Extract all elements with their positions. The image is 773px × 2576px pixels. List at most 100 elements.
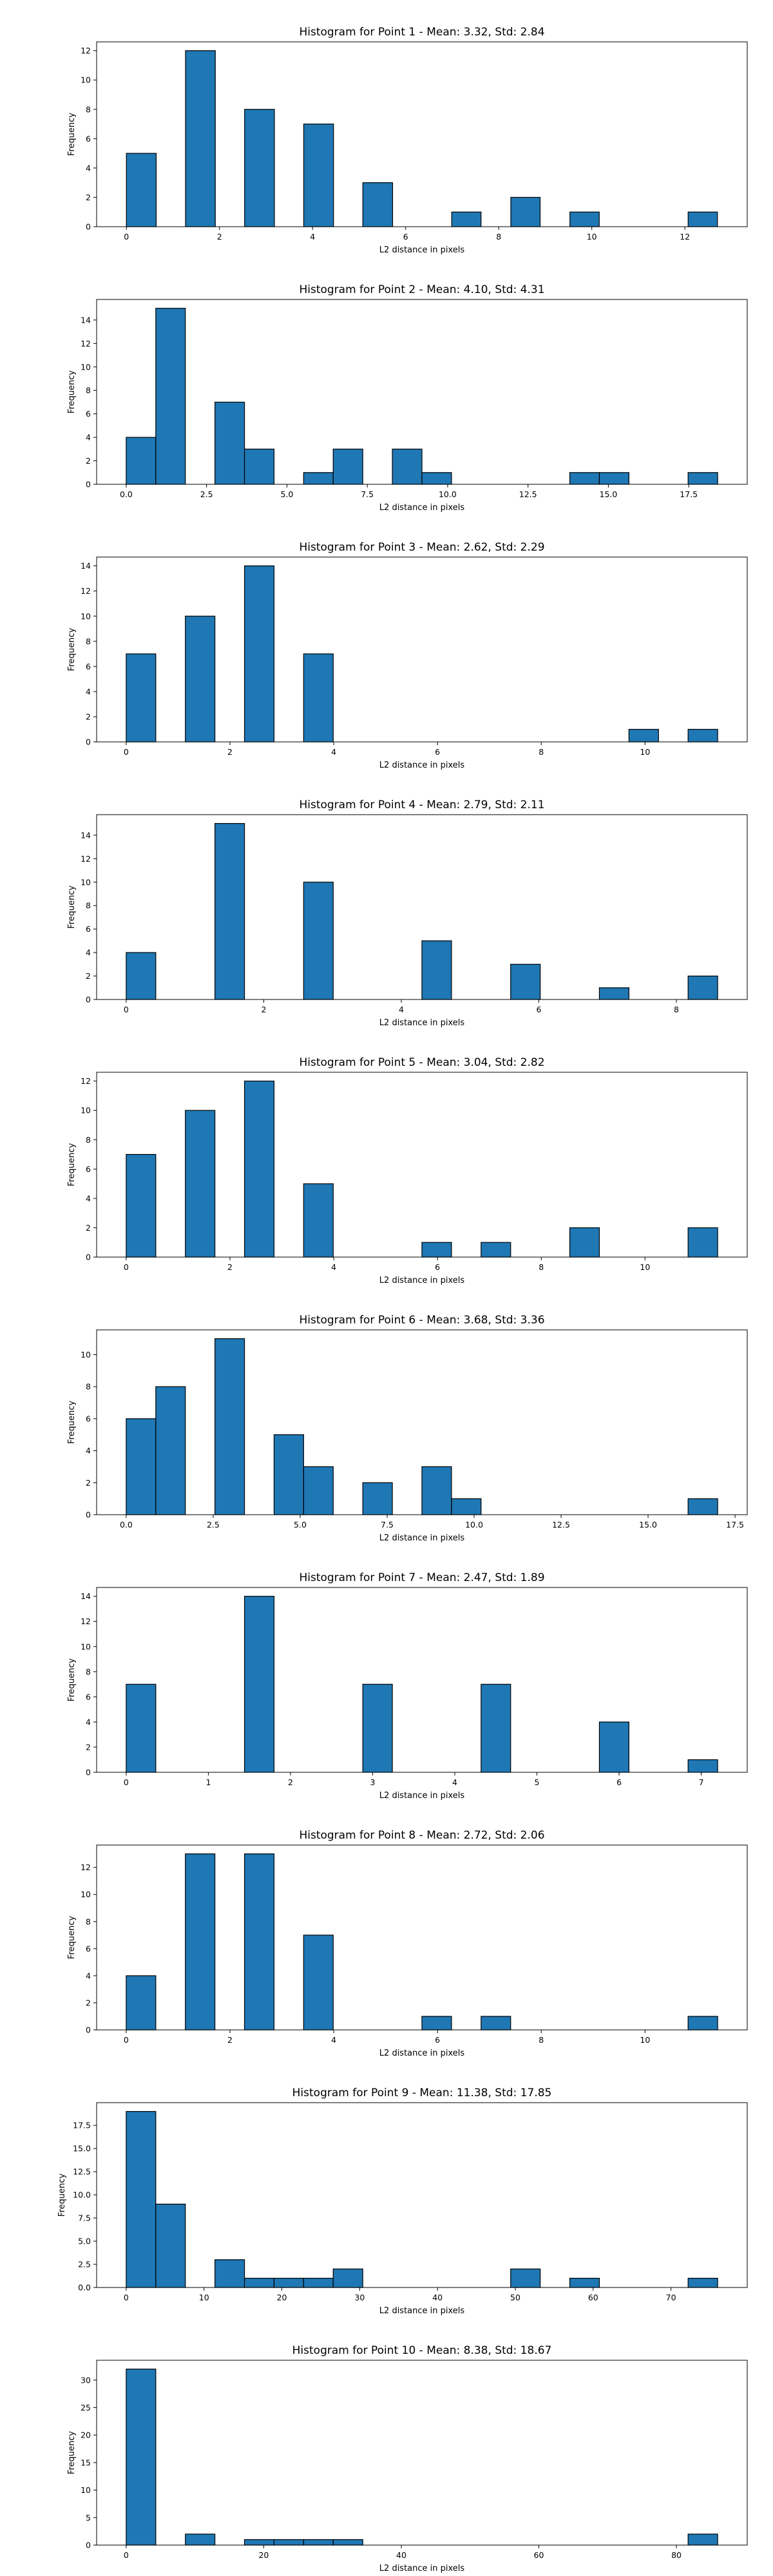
- x-tick-label: 10: [640, 747, 650, 757]
- histogram-bar: [481, 2016, 511, 2031]
- histogram-bar: [303, 653, 334, 743]
- y-tick-label: 12: [81, 1862, 91, 1872]
- histogram-bar: [687, 2278, 718, 2288]
- chart-title: Histogram for Point 9 - Mean: 11.38, Std…: [292, 2087, 552, 2099]
- y-tick-label: 12: [81, 1616, 91, 1626]
- x-tick-label: 20: [277, 2293, 287, 2302]
- y-tick-label: 6: [86, 1944, 91, 1953]
- histogram-chart-1: Histogram for Point 1 - Mean: 3.32, Std:…: [0, 0, 773, 258]
- histogram-bar: [126, 1418, 157, 1515]
- x-tick-label: 4: [399, 1005, 404, 1014]
- histogram-bar: [598, 472, 629, 485]
- y-tick-label: 10: [81, 1350, 91, 1359]
- x-tick-label: 6: [435, 1262, 440, 1272]
- histogram-bar: [569, 2278, 600, 2288]
- y-axis-label: Frequency: [67, 113, 77, 156]
- histogram-bar: [126, 1153, 157, 1258]
- chart-title: Histogram for Point 10 - Mean: 8.38, Std…: [292, 2344, 552, 2357]
- chart-title: Histogram for Point 6 - Mean: 3.68, Std:…: [299, 1314, 544, 1327]
- histogram-chart-10: Histogram for Point 10 - Mean: 8.38, Std…: [0, 2318, 773, 2576]
- y-tick-label: 8: [86, 104, 91, 114]
- chart-title: Histogram for Point 1 - Mean: 3.32, Std:…: [299, 26, 544, 39]
- axes-frame: [96, 1072, 748, 1258]
- x-axis-label: L2 distance in pixels: [379, 1791, 465, 1801]
- y-axis-label: Frequency: [67, 1143, 77, 1186]
- histogram-bar: [392, 448, 423, 485]
- x-axis-label: L2 distance in pixels: [379, 761, 465, 770]
- histogram-bar: [598, 1721, 629, 1773]
- y-tick-label: 8: [86, 636, 91, 646]
- histogram-bar: [126, 153, 157, 227]
- x-tick-label: 10.0: [439, 489, 457, 499]
- y-tick-label: 10: [81, 2485, 91, 2495]
- y-tick-label: 4: [86, 163, 91, 173]
- y-tick-label: 10: [81, 1889, 91, 1899]
- x-tick-label: 0.0: [120, 489, 133, 499]
- histogram-bar: [155, 308, 186, 485]
- x-tick-label: 4: [331, 2035, 336, 2045]
- x-tick-label: 2: [288, 1777, 293, 1787]
- histogram-bar: [510, 963, 541, 1000]
- histogram-bar: [332, 448, 363, 485]
- histogram-bar: [510, 196, 541, 227]
- y-axis-label: Frequency: [67, 2431, 77, 2474]
- x-tick-label: 50: [510, 2293, 520, 2302]
- histogram-bar: [243, 2278, 275, 2288]
- histogram-bar: [185, 616, 216, 743]
- y-tick-label: 10: [81, 75, 91, 85]
- axes-frame: [96, 1587, 748, 1773]
- y-tick-label: 4: [86, 1446, 91, 1455]
- x-tick-label: 0: [124, 2550, 129, 2560]
- x-tick-label: 12.5: [519, 489, 537, 499]
- x-tick-label: 0.0: [120, 1520, 133, 1530]
- y-tick-label: 8: [86, 901, 91, 911]
- x-tick-label: 8: [539, 2035, 544, 2045]
- x-tick-label: 7.5: [361, 489, 374, 499]
- y-tick-label: 25: [81, 2403, 91, 2412]
- x-tick-label: 12.5: [552, 1520, 570, 1530]
- y-tick-label: 14: [81, 1591, 91, 1601]
- x-axis-label: L2 distance in pixels: [379, 503, 465, 513]
- x-tick-label: 4: [310, 232, 315, 242]
- y-tick-label: 10: [81, 362, 91, 372]
- y-tick-label: 0: [86, 1253, 91, 1262]
- histogram-bar: [569, 472, 600, 485]
- y-tick-label: 2: [86, 193, 91, 202]
- x-tick-label: 5: [535, 1777, 540, 1787]
- histogram-svg-7: Histogram for Point 7 - Mean: 2.47, Std:…: [67, 1571, 748, 1801]
- y-tick-label: 6: [86, 409, 91, 419]
- y-tick-label: 8: [86, 1667, 91, 1676]
- y-tick-label: 2: [86, 1478, 91, 1488]
- histogram-bar: [126, 653, 157, 743]
- y-axis-label: Frequency: [67, 1916, 77, 1959]
- x-tick-label: 10: [640, 2035, 650, 2045]
- histogram-bar: [687, 1227, 718, 1258]
- histogram-bar: [303, 2278, 334, 2288]
- y-tick-label: 6: [86, 1692, 91, 1701]
- histogram-bar: [126, 952, 157, 1000]
- y-tick-label: 6: [86, 661, 91, 671]
- y-axis-label: Frequency: [67, 628, 77, 671]
- y-tick-label: 12.5: [73, 2167, 91, 2177]
- axes-frame: [96, 41, 748, 227]
- histogram-bar: [303, 123, 334, 227]
- histogram-bar: [155, 1386, 186, 1515]
- y-tick-label: 15: [81, 2458, 91, 2467]
- x-tick-label: 15.0: [600, 489, 618, 499]
- y-tick-label: 20: [81, 2430, 91, 2440]
- histogram-bar: [244, 109, 275, 227]
- chart-title: Histogram for Point 4 - Mean: 2.79, Std:…: [299, 799, 544, 811]
- histogram-bar: [243, 1596, 275, 1773]
- histogram-bar: [421, 2016, 452, 2031]
- histogram-bar: [687, 728, 718, 743]
- y-tick-label: 12: [81, 586, 91, 596]
- histogram-chart-9: Histogram for Point 9 - Mean: 11.38, Std…: [0, 2061, 773, 2318]
- y-axis-label: Frequency: [67, 370, 77, 413]
- histogram-bar: [362, 1683, 393, 1773]
- histogram-svg-2: Histogram for Point 2 - Mean: 4.10, Std:…: [67, 283, 748, 513]
- x-tick-label: 40: [432, 2293, 443, 2302]
- x-tick-label: 4: [331, 747, 336, 757]
- histogram-bar: [126, 1975, 157, 2031]
- y-axis-label: Frequency: [57, 2174, 67, 2217]
- histogram-bar: [243, 1853, 275, 2031]
